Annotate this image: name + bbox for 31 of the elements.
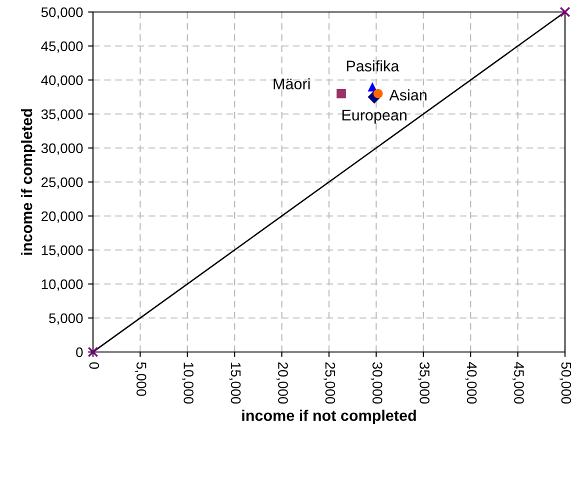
x-tick-label: 10,000: [182, 362, 194, 404]
y-tick-label: 50,000: [41, 7, 83, 19]
x-axis-title: income if not completed: [242, 410, 416, 424]
series-label: Asian: [389, 89, 426, 100]
y-tick-label: 15,000: [42, 245, 83, 257]
series-label: Pasifika: [346, 60, 400, 72]
y-tick-label: 10,000: [42, 279, 83, 291]
y-tick-label: 45,000: [41, 41, 83, 53]
x-tick-label: 50,000: [560, 362, 572, 404]
x-tick-label: 35,000: [418, 362, 430, 404]
point: [560, 6, 570, 18]
y-tick-label: 40,000: [41, 75, 83, 87]
x-tick-label: 20,000: [276, 362, 288, 404]
x-tick-label: 5,000: [134, 362, 146, 396]
x-tick-label: 40,000: [465, 362, 477, 404]
y-tick-label: 35,000: [41, 109, 83, 121]
x-tick-label: 25,000: [324, 362, 336, 404]
x-tick-label: 45,000: [512, 362, 524, 404]
point: [88, 346, 98, 358]
y-axis-title: income if completed: [21, 109, 36, 255]
point: [336, 88, 346, 98]
x-tick-label: 0: [89, 362, 100, 369]
x-tick-label: 30,000: [370, 362, 382, 404]
y-tick-label: 0: [76, 347, 83, 358]
y-tick-label: 25,000: [42, 177, 83, 189]
y-tick-label: 30,000: [41, 143, 83, 155]
series-label: European: [342, 110, 406, 124]
x-tick-label: 15,000: [229, 362, 241, 404]
y-tick-label: 20,000: [42, 211, 83, 223]
series-label: Mäori: [274, 78, 310, 90]
y-tick-label: 5,000: [49, 313, 83, 325]
